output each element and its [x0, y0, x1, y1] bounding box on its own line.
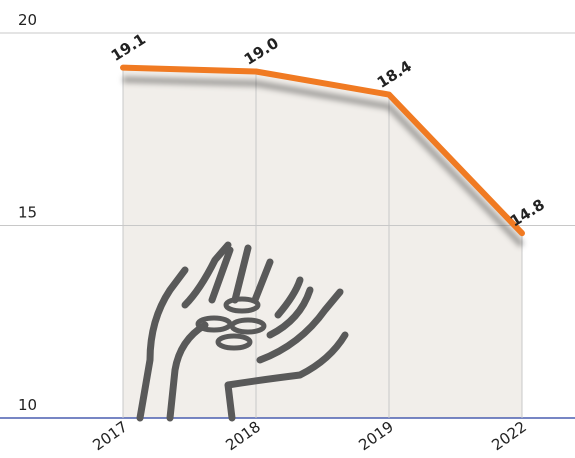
x-tick-label: 2022	[488, 418, 530, 455]
value-label: 19.1	[108, 30, 149, 65]
y-tick-label: 15	[18, 204, 37, 222]
value-label: 19.0	[241, 34, 282, 69]
line-shadow	[122, 76, 525, 248]
y-tick-label: 10	[18, 396, 37, 414]
y-tick-label: 20	[18, 11, 37, 29]
value-label: 18.4	[374, 57, 415, 92]
x-tick-label: 2018	[222, 418, 264, 455]
hands-illustration	[136, 241, 349, 422]
x-tick-label: 2017	[89, 418, 131, 455]
x-tick-label: 2019	[355, 418, 397, 455]
area	[123, 67, 522, 419]
line	[120, 64, 525, 237]
